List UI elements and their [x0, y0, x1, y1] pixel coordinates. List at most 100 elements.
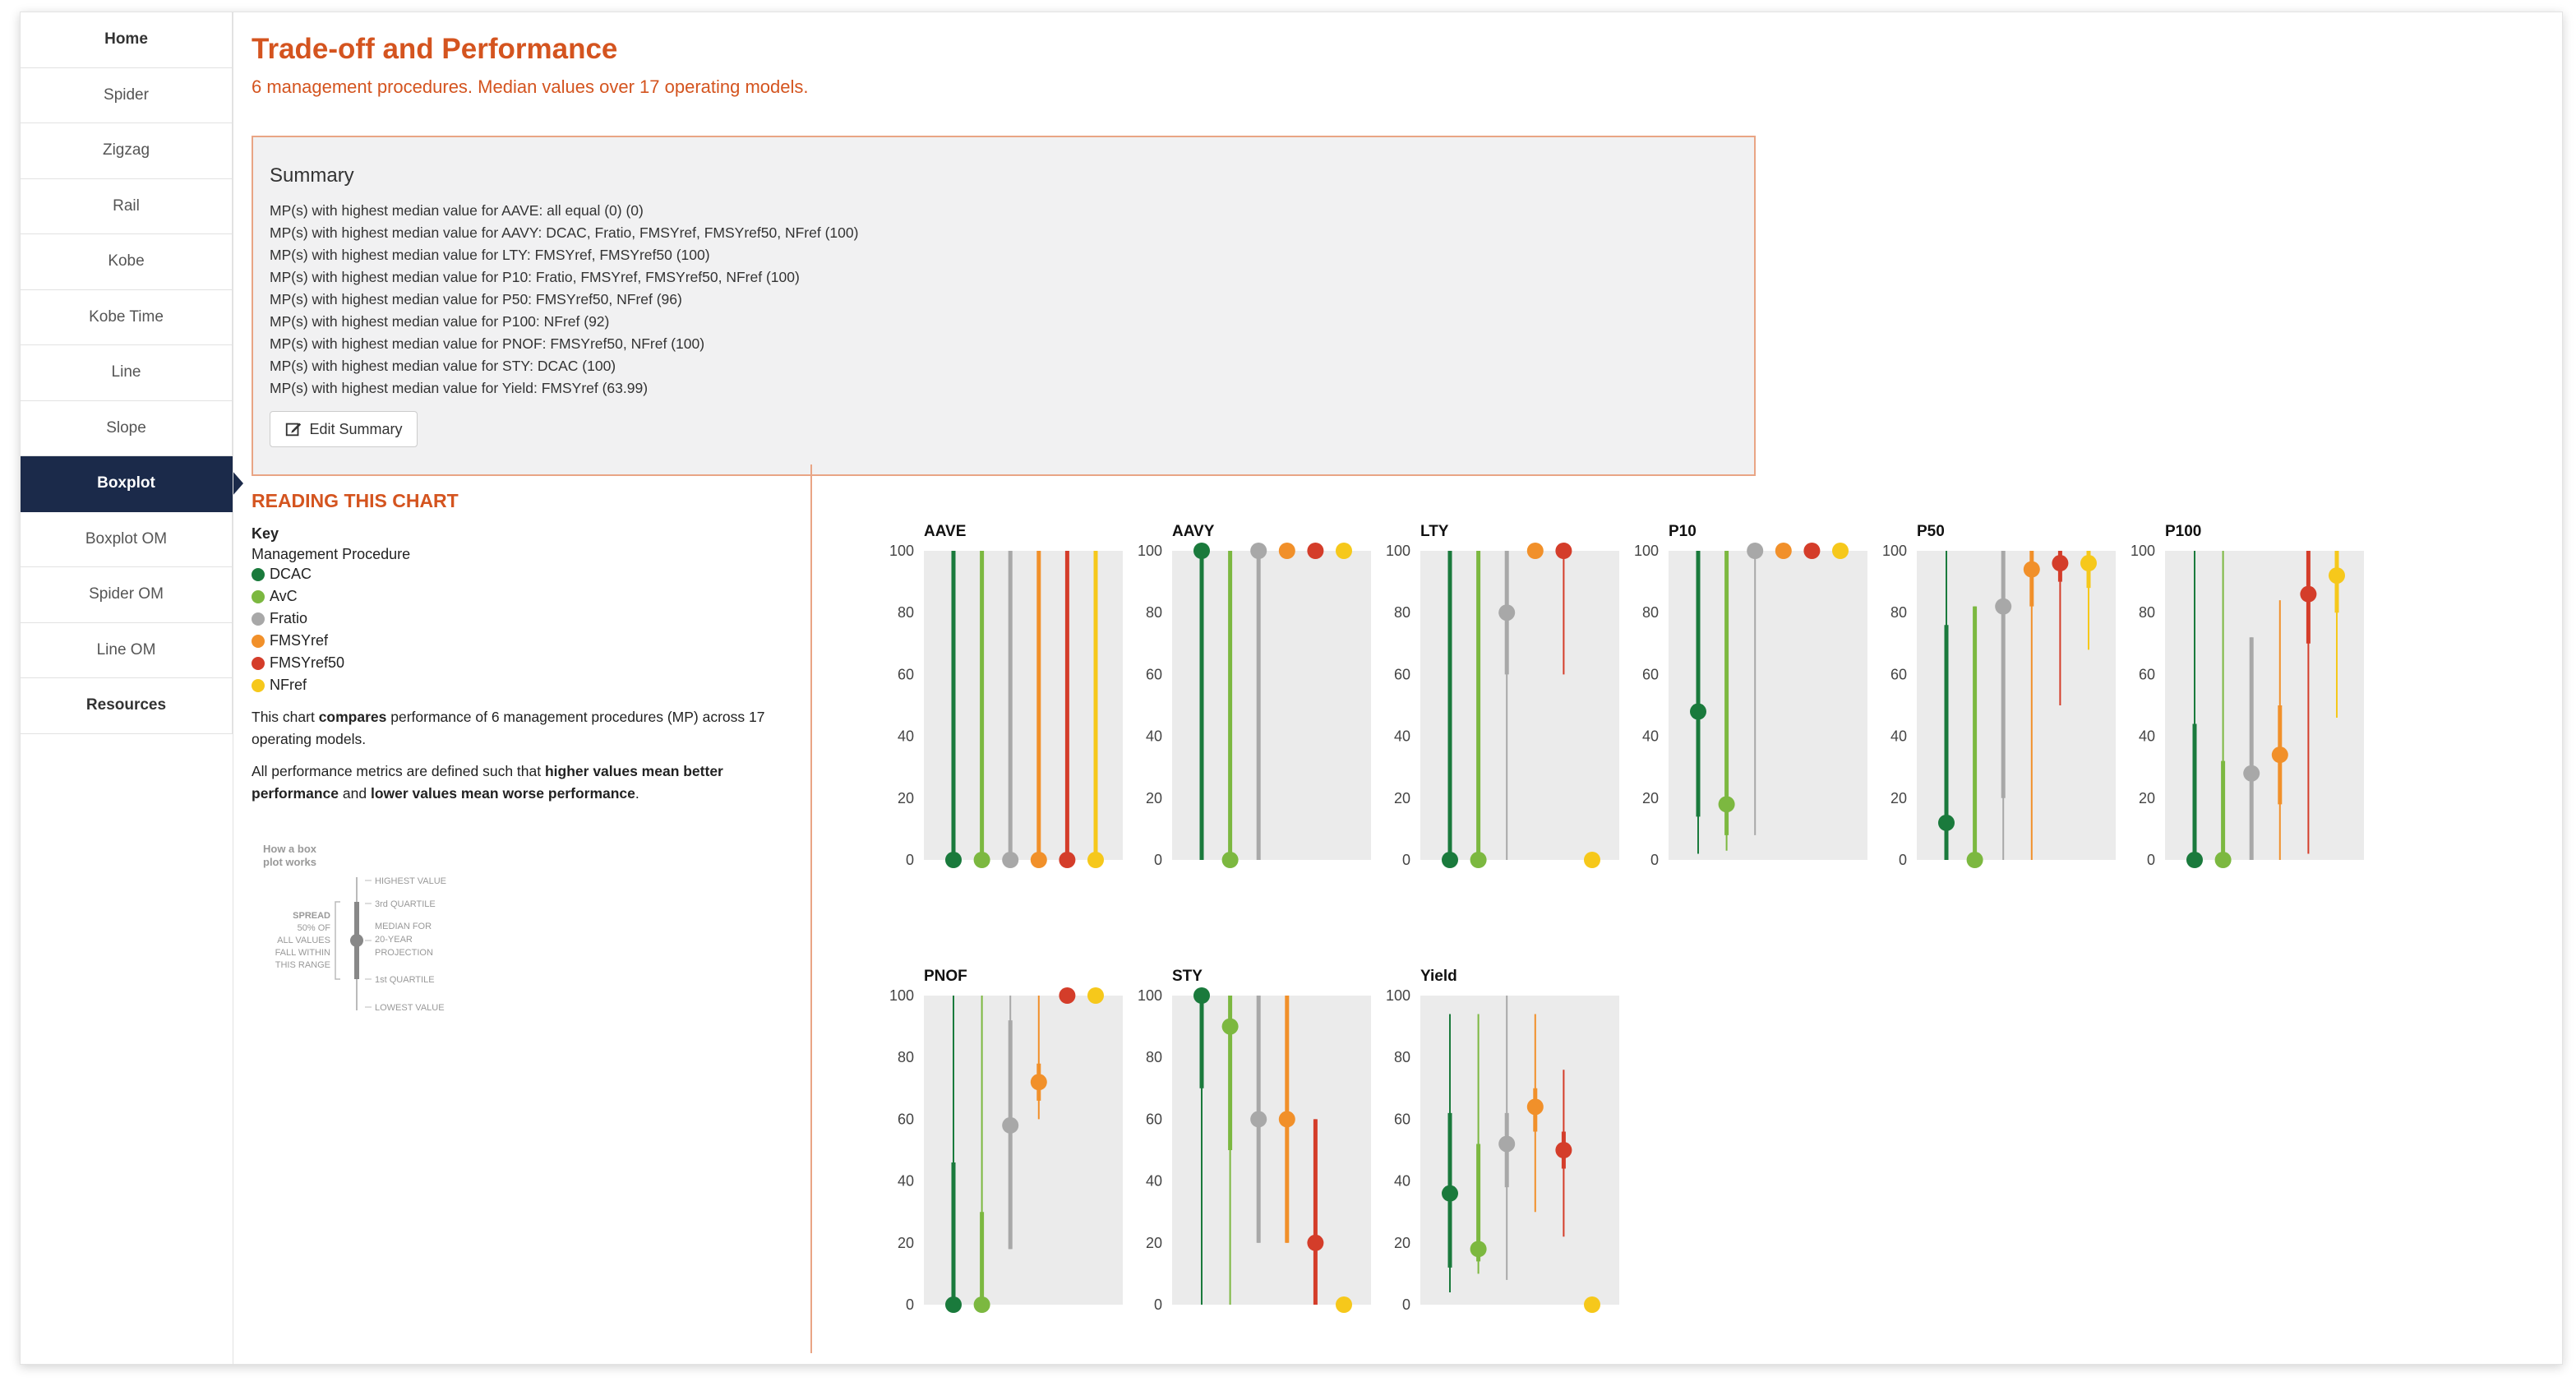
- y-tick-label: 80: [898, 1049, 914, 1065]
- median-dot-fratio: [1002, 852, 1019, 868]
- median-dot-fmsyref50: [1555, 1142, 1572, 1158]
- key-subheading: Management Procedure: [252, 546, 411, 562]
- y-tick-label: 20: [1146, 790, 1162, 806]
- summary-lines: MP(s) with highest median value for AAVE…: [270, 200, 858, 400]
- y-tick-label: 60: [1146, 666, 1162, 682]
- y-tick-label: 40: [1394, 728, 1410, 745]
- sidebar-item-home[interactable]: Home: [21, 12, 233, 68]
- median-dot-nfref: [1584, 1296, 1600, 1313]
- explainer-median-dot: [350, 934, 363, 947]
- y-tick-label: 80: [1394, 604, 1410, 621]
- median-dot-avc: [2214, 852, 2232, 868]
- summary-title: Summary: [270, 164, 354, 187]
- y-tick-label: 100: [1138, 543, 1162, 559]
- median-dot-nfref: [1584, 852, 1600, 868]
- sidebar-item-boxplot-om[interactable]: Boxplot OM: [21, 511, 233, 567]
- sidebar-item-kobe[interactable]: Kobe: [21, 234, 233, 290]
- sidebar-item-line-om[interactable]: Line OM: [21, 622, 233, 678]
- y-tick-label: 60: [2139, 666, 2155, 682]
- median-dot-fratio: [1250, 1111, 1267, 1128]
- explainer-spread-1: SPREAD: [293, 911, 330, 921]
- summary-line: MP(s) with highest median value for AAVY…: [270, 224, 859, 241]
- median-dot-fmsyref: [1030, 1074, 1047, 1091]
- median-dot-fratio: [1002, 1116, 1019, 1134]
- median-dot-fmsyref50: [2052, 555, 2069, 572]
- y-tick-label: 60: [898, 1111, 914, 1127]
- median-dot-fratio: [1498, 604, 1516, 622]
- explainer-title-2: plot works: [263, 856, 316, 868]
- y-tick-label: 100: [2131, 543, 2155, 559]
- sidebar-item-kobe-time[interactable]: Kobe Time: [21, 289, 233, 345]
- summary-line: MP(s) with highest median value for P50:…: [270, 291, 682, 307]
- explainer-spread-3: ALL VALUES: [277, 936, 330, 945]
- median-dot-nfref: [1087, 987, 1104, 1004]
- y-tick-label: 20: [898, 790, 914, 806]
- median-dot-fmsyref50: [1803, 543, 1821, 559]
- explainer-lowest: LOWEST VALUE: [375, 1003, 445, 1013]
- y-tick-label: 60: [1146, 1111, 1162, 1127]
- median-dot-fmsyref: [1278, 1111, 1295, 1128]
- explainer-median-2: 20-YEAR: [375, 935, 413, 945]
- explainer-q3: 3rd QUARTILE: [375, 899, 436, 909]
- panel-p100: P100 0 20 40 60 80 100: [2131, 523, 2364, 868]
- median-dot-nfref: [2080, 555, 2097, 572]
- panel-background: [924, 551, 1123, 860]
- median-dot-fmsyref50: [1555, 543, 1572, 559]
- sidebar-item-line[interactable]: Line: [21, 345, 233, 401]
- median-dot-dcac: [1442, 1185, 1458, 1202]
- description-compare: This chart compares performance of 6 man…: [252, 709, 765, 747]
- y-tick-label: 100: [889, 543, 914, 559]
- panel-background: [1172, 996, 1371, 1305]
- sidebar-item-spider[interactable]: Spider: [21, 67, 233, 123]
- median-dot-dcac: [1690, 703, 1706, 720]
- summary-line: MP(s) with highest median value for PNOF…: [270, 335, 705, 352]
- legend-label: NFref: [270, 677, 307, 693]
- panel-p50: P50 0 20 40 60 80 100: [1882, 523, 2116, 868]
- median-dot-fratio: [1747, 543, 1764, 559]
- sidebar-item-slope[interactable]: Slope: [21, 400, 233, 456]
- y-tick-label: 20: [1394, 1235, 1410, 1251]
- legend-item: NFref: [252, 674, 794, 696]
- legend-swatch: [252, 612, 265, 626]
- panel-background: [1172, 551, 1371, 860]
- explainer-spread-5: THIS RANGE: [275, 960, 330, 970]
- panel-title: P100: [2165, 523, 2201, 540]
- edit-summary-button[interactable]: Edit Summary: [270, 411, 418, 447]
- y-tick-label: 0: [1650, 852, 1659, 868]
- sidebar-item-spider-om[interactable]: Spider OM: [21, 567, 233, 623]
- sidebar-item-resources[interactable]: Resources: [21, 678, 233, 734]
- median-dot-fmsyref50: [1307, 543, 1324, 559]
- y-tick-label: 60: [1394, 666, 1410, 682]
- median-dot-dcac: [1193, 987, 1210, 1004]
- summary-line: MP(s) with highest median value for Yiel…: [270, 380, 649, 396]
- median-dot-fmsyref: [1278, 543, 1295, 559]
- y-tick-label: 60: [898, 666, 914, 682]
- y-tick-label: 80: [1890, 604, 1907, 621]
- explainer-bracket: [335, 901, 340, 980]
- explainer-highest: HIGHEST VALUE: [375, 876, 446, 886]
- legend-label: DCAC: [270, 566, 312, 582]
- panel-p10: P10 0 20 40 60 80 100: [1634, 523, 1867, 868]
- sidebar-item-rail[interactable]: Rail: [21, 178, 233, 234]
- summary-line: MP(s) with highest median value for AAVE…: [270, 202, 644, 219]
- y-tick-label: 0: [1402, 1296, 1410, 1313]
- explainer-spread-2: 50% OF: [298, 923, 331, 933]
- y-tick-label: 80: [2139, 604, 2155, 621]
- y-tick-label: 20: [2139, 790, 2155, 806]
- panel-background: [2165, 551, 2364, 860]
- y-tick-label: 80: [1642, 604, 1659, 621]
- summary-line: MP(s) with highest median value for LTY:…: [270, 247, 710, 263]
- y-tick-label: 40: [1890, 728, 1907, 745]
- sidebar-item-boxplot[interactable]: Boxplot: [21, 456, 243, 512]
- y-tick-label: 20: [1642, 790, 1659, 806]
- y-tick-label: 20: [1890, 790, 1907, 806]
- sidebar-item-zigzag[interactable]: Zigzag: [21, 123, 233, 179]
- panel-title: PNOF: [924, 968, 967, 985]
- panel-yield: Yield 0 20 40 60 80 100: [1386, 968, 1619, 1313]
- median-dot-avc: [1221, 852, 1239, 868]
- y-tick-label: 100: [1634, 543, 1659, 559]
- median-dot-avc: [973, 1296, 990, 1313]
- legend-item: DCAC: [252, 563, 794, 585]
- median-dot-avc: [1221, 1018, 1239, 1035]
